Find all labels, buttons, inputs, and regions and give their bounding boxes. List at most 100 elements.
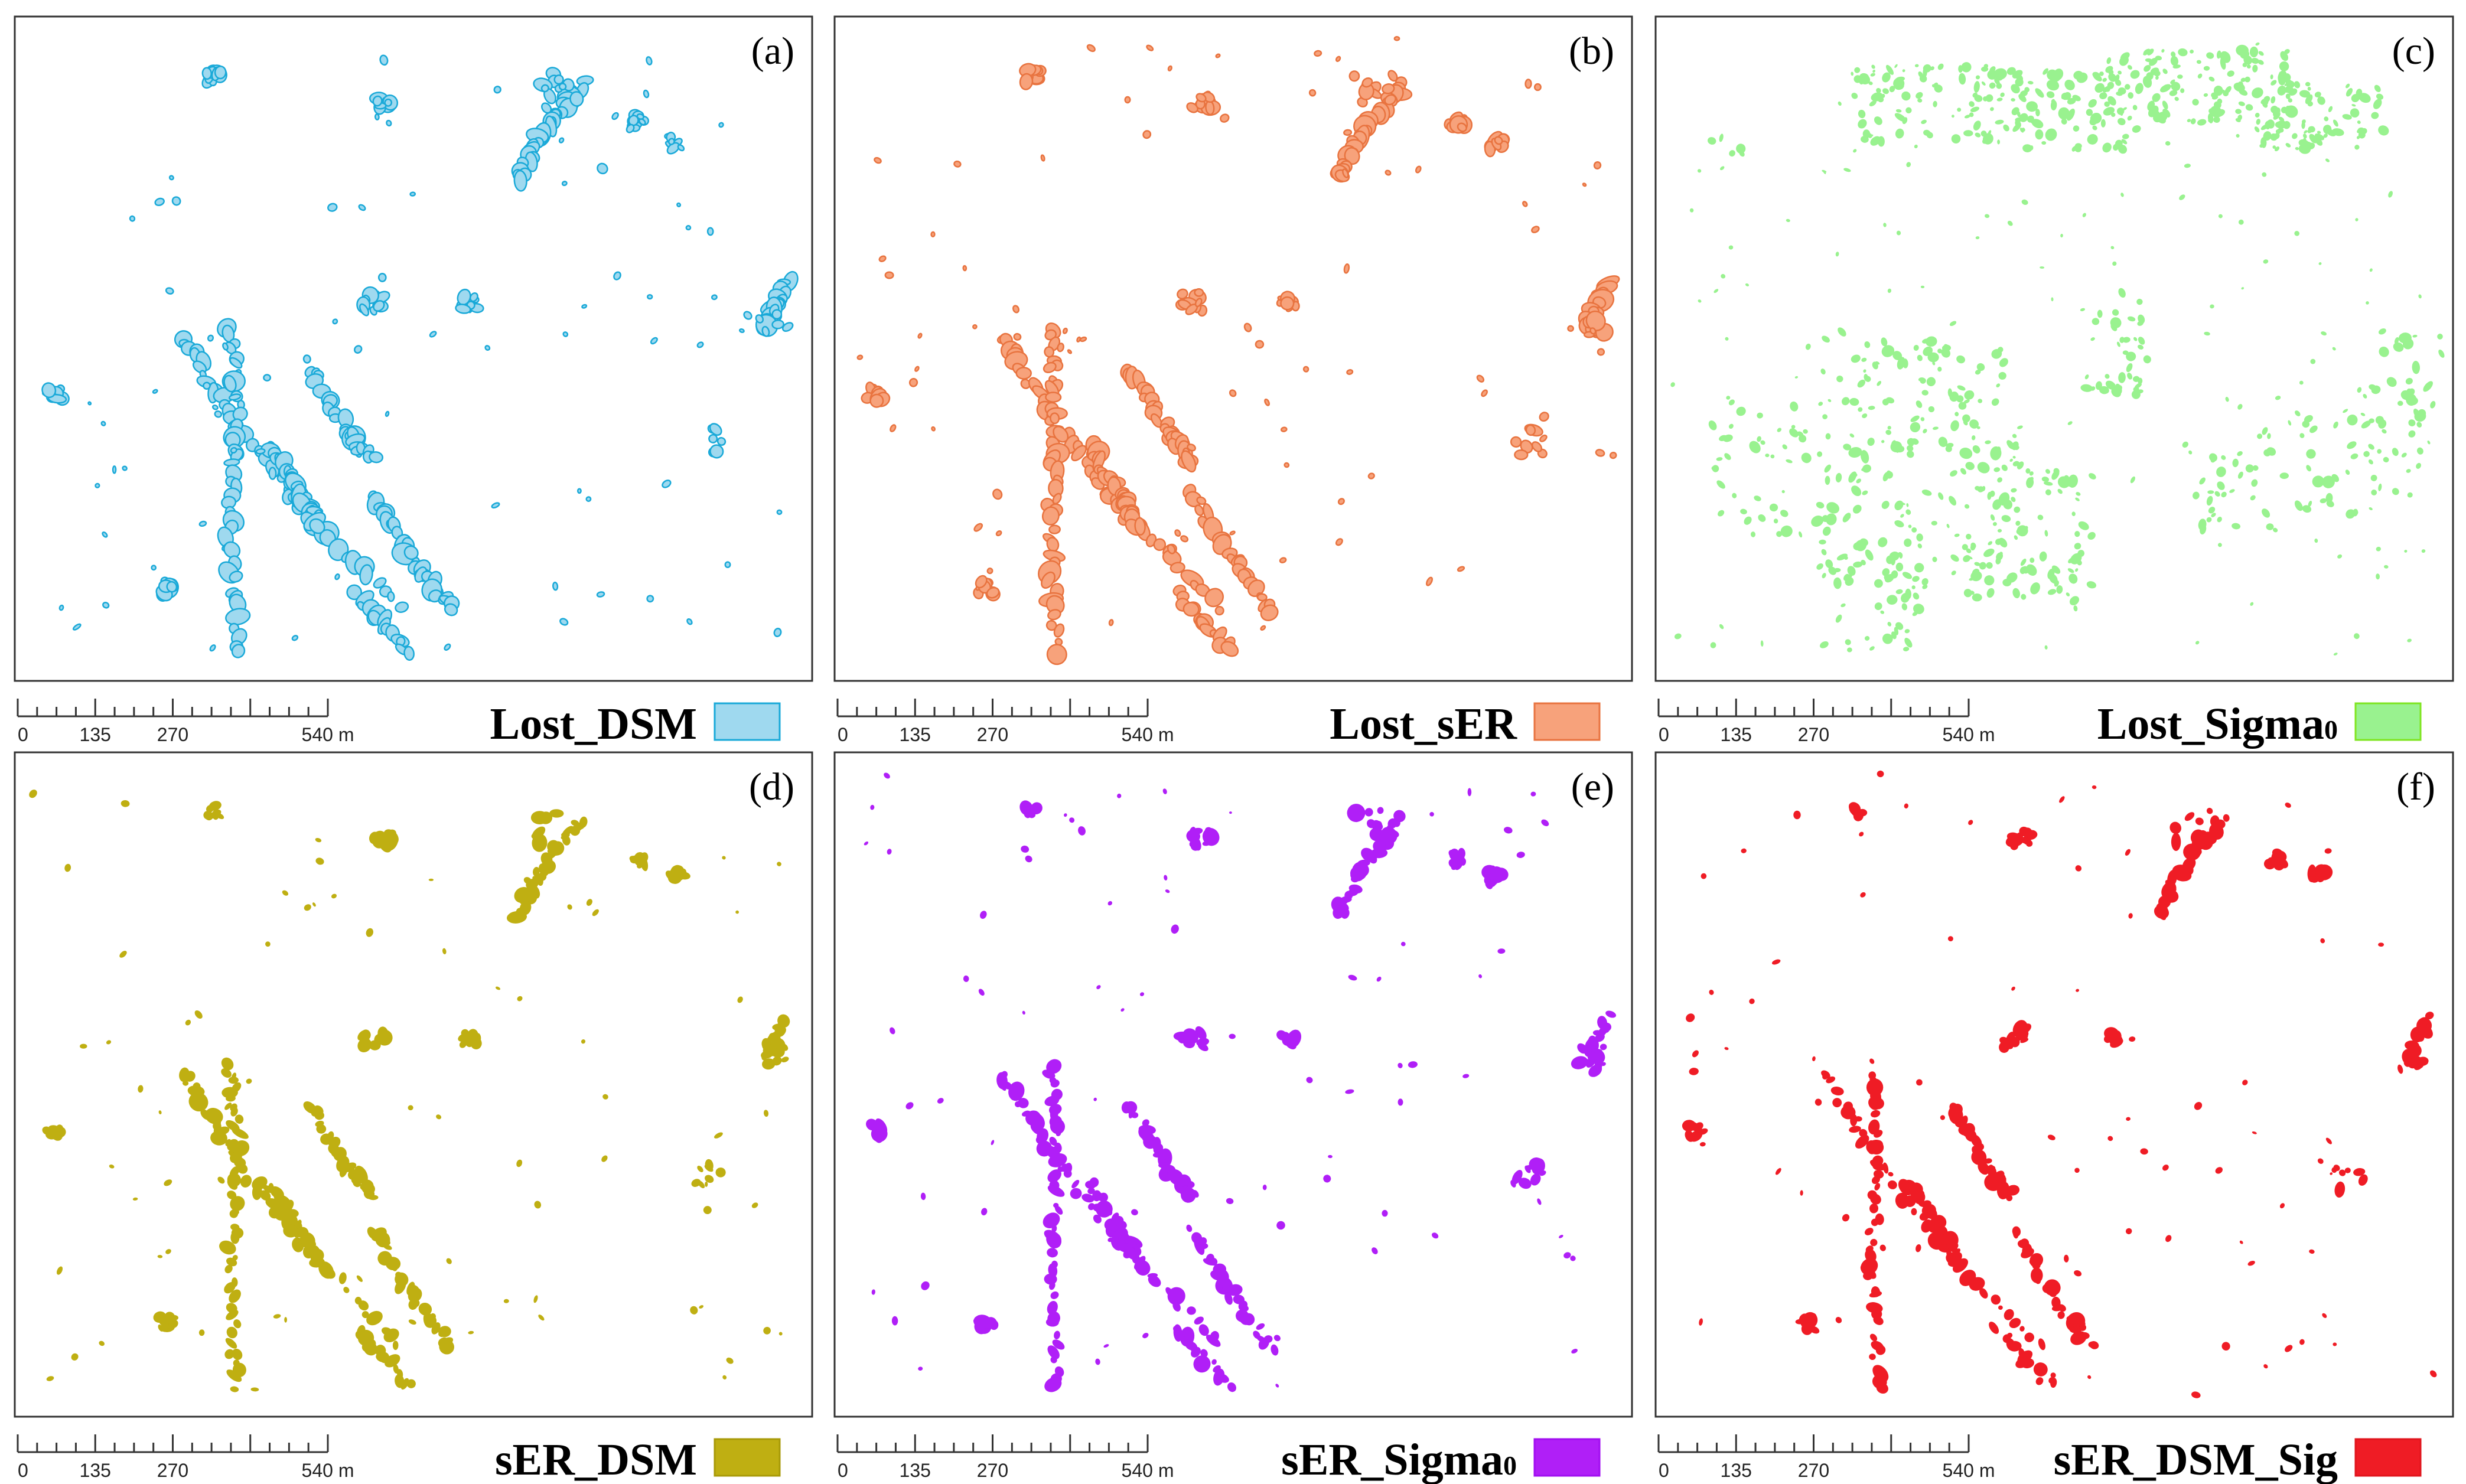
map-patch bbox=[2014, 445, 2019, 451]
map-patch bbox=[586, 899, 592, 906]
map-patch bbox=[80, 1043, 87, 1049]
map-patch bbox=[1202, 828, 1220, 846]
map-patch bbox=[385, 1354, 400, 1368]
map-patch bbox=[2354, 633, 2360, 640]
map-patch bbox=[677, 144, 685, 152]
map-patch bbox=[1120, 1008, 1125, 1012]
map-patch bbox=[1172, 1302, 1181, 1312]
map-patch bbox=[1400, 941, 1406, 947]
map-patch bbox=[2263, 449, 2271, 456]
map-patch bbox=[395, 1278, 406, 1294]
map-patch bbox=[626, 123, 635, 133]
map-features bbox=[1682, 770, 2437, 1398]
map-patch bbox=[908, 377, 918, 387]
map-patch bbox=[1167, 65, 1172, 71]
map-patch bbox=[722, 1375, 727, 1379]
map-patch bbox=[1872, 70, 1875, 73]
map-patch bbox=[869, 393, 884, 408]
map-patch bbox=[1874, 116, 1882, 125]
map-patch bbox=[2206, 495, 2213, 506]
map-patch bbox=[1220, 113, 1230, 123]
map-patch bbox=[1514, 449, 1529, 461]
map-patch bbox=[1927, 1211, 1934, 1219]
map-patch bbox=[2315, 137, 2323, 146]
map-patch bbox=[2042, 68, 2048, 75]
map-patch bbox=[2133, 376, 2140, 382]
map-patch bbox=[506, 911, 527, 924]
map-patch bbox=[1323, 1175, 1331, 1183]
map-patch bbox=[1950, 420, 1959, 432]
map-patch bbox=[1868, 1140, 1884, 1155]
map-patch bbox=[2042, 1283, 2053, 1293]
map-patch bbox=[1781, 490, 1785, 494]
map-patch bbox=[491, 502, 500, 509]
map-patch bbox=[2039, 551, 2047, 562]
map-patch bbox=[755, 314, 764, 324]
map-patch bbox=[2014, 506, 2021, 513]
map-patch bbox=[228, 1077, 239, 1084]
map-patch bbox=[2243, 55, 2252, 65]
map-patch bbox=[157, 1255, 163, 1258]
map-patch bbox=[686, 618, 693, 625]
map-patch bbox=[2257, 60, 2264, 65]
map-patch bbox=[1860, 1264, 1877, 1279]
map-patch bbox=[1894, 500, 1904, 511]
map-patch bbox=[2302, 420, 2310, 428]
map-patch bbox=[1822, 335, 1830, 343]
legend-label: sER_DSM_Sig bbox=[2054, 1435, 2338, 1484]
map-patch bbox=[2132, 125, 2141, 133]
map-patch bbox=[2346, 88, 2353, 97]
map-patch bbox=[1872, 1162, 1881, 1170]
map-patch bbox=[1229, 530, 1236, 536]
map-patch bbox=[1908, 524, 1912, 529]
map-patch bbox=[1905, 588, 1911, 599]
map-patch bbox=[1906, 162, 1911, 168]
map-patch bbox=[161, 1320, 169, 1331]
map-patch bbox=[1337, 498, 1345, 505]
map-patch bbox=[1107, 901, 1113, 906]
map-patch bbox=[2357, 387, 2362, 393]
map-patch bbox=[1865, 376, 1871, 382]
map-patch bbox=[1699, 1141, 1706, 1147]
map-patch bbox=[41, 382, 57, 399]
map-patch bbox=[1047, 1169, 1061, 1183]
map-patch bbox=[2262, 172, 2267, 177]
map-patch bbox=[205, 811, 214, 821]
map-patch bbox=[429, 331, 437, 338]
map-patch bbox=[2262, 508, 2270, 518]
map-patch bbox=[1605, 1010, 1617, 1018]
map-patch bbox=[1980, 131, 1987, 137]
map-patch bbox=[304, 904, 311, 911]
map-patch bbox=[1937, 63, 1944, 70]
map-patch bbox=[963, 975, 969, 982]
map-patch bbox=[1732, 493, 1737, 498]
map-patch bbox=[2309, 1249, 2315, 1254]
map-patch bbox=[2275, 396, 2281, 400]
map-patch bbox=[1397, 1098, 1403, 1106]
map-patch bbox=[1882, 72, 1891, 83]
map-patch bbox=[920, 1192, 926, 1201]
map-patch bbox=[1558, 1235, 1563, 1238]
map-patch bbox=[773, 628, 782, 637]
map-patch bbox=[2328, 106, 2333, 112]
map-patch bbox=[1227, 1382, 1236, 1392]
scale-tick-label: 270 bbox=[1798, 1460, 1829, 1481]
map-patch bbox=[1895, 109, 1902, 113]
map-patch bbox=[2127, 65, 2132, 70]
map-patch bbox=[265, 941, 271, 947]
map-patch bbox=[1860, 892, 1866, 898]
map-patch bbox=[1047, 609, 1061, 621]
map-patch bbox=[1885, 64, 1894, 75]
map-patch bbox=[2135, 83, 2144, 94]
map-patch bbox=[1880, 610, 1885, 614]
map-patch bbox=[1539, 434, 1548, 442]
map-patch bbox=[2299, 90, 2311, 98]
map-patch bbox=[1894, 520, 1904, 528]
map-patch bbox=[209, 644, 216, 652]
map-patch bbox=[255, 448, 266, 455]
map-patch bbox=[1874, 1130, 1883, 1138]
map-patch bbox=[2079, 1332, 2090, 1339]
map-patch bbox=[1531, 1158, 1545, 1175]
map-patch bbox=[379, 54, 389, 66]
map-patch bbox=[777, 862, 781, 866]
